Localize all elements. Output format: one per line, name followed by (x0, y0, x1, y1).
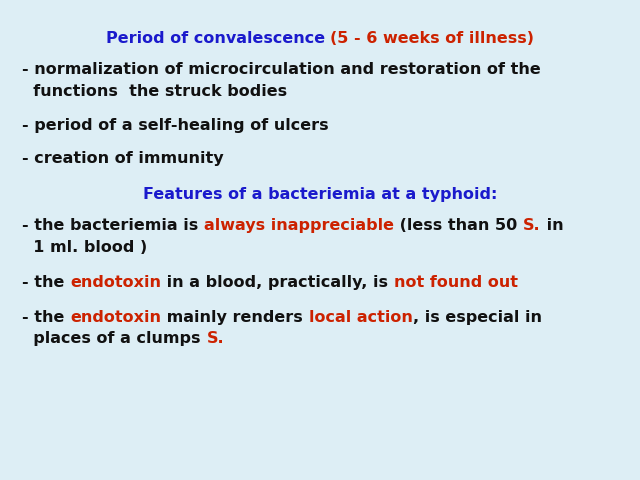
Text: endotoxin: endotoxin (70, 275, 161, 289)
Text: - the: - the (22, 310, 70, 324)
Text: - normalization of microcirculation and restoration of the: - normalization of microcirculation and … (22, 62, 541, 77)
Text: mainly renders: mainly renders (161, 310, 308, 324)
Text: Period of convalescence: Period of convalescence (106, 31, 330, 46)
Text: - period of a self-healing of ulcers: - period of a self-healing of ulcers (22, 118, 329, 132)
Text: (less than 50: (less than 50 (394, 218, 523, 233)
Text: in a blood, practically, is: in a blood, practically, is (161, 275, 394, 289)
Text: functions  the struck bodies: functions the struck bodies (22, 84, 287, 99)
Text: - the bacteriemia is: - the bacteriemia is (22, 218, 204, 233)
Text: 1 ml. blood ): 1 ml. blood ) (22, 240, 148, 255)
Text: endotoxin: endotoxin (70, 310, 161, 324)
Text: not found out: not found out (394, 275, 518, 289)
Text: always inappreciable: always inappreciable (204, 218, 394, 233)
Text: S.: S. (207, 331, 224, 346)
Text: (5 - 6 weeks of illness): (5 - 6 weeks of illness) (330, 31, 534, 46)
Text: , is especial in: , is especial in (413, 310, 541, 324)
Text: in: in (541, 218, 563, 233)
Text: Features of a bacteriemia at a typhoid:: Features of a bacteriemia at a typhoid: (143, 187, 497, 202)
Text: S.: S. (523, 218, 541, 233)
Text: places of a clumps: places of a clumps (22, 331, 207, 346)
Text: local action: local action (308, 310, 413, 324)
Text: - creation of immunity: - creation of immunity (22, 151, 224, 166)
Text: - the: - the (22, 275, 70, 289)
